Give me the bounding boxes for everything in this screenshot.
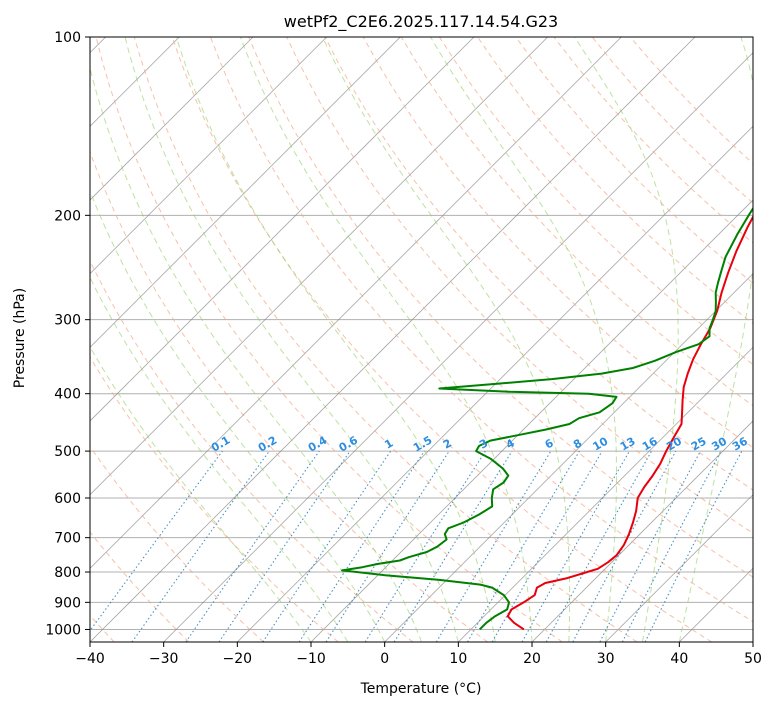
y-tick-label: 400 xyxy=(54,387,81,403)
x-tick-label: −10 xyxy=(296,651,326,667)
y-tick-label: 600 xyxy=(54,491,81,507)
y-tick-label: 100 xyxy=(54,30,81,46)
dry-adiabat-line xyxy=(210,37,753,623)
dry-adiabat-line xyxy=(438,37,753,366)
moist-adiabat-line xyxy=(678,37,753,642)
y-tick-label: 1000 xyxy=(45,622,81,638)
moist-adiabat-line xyxy=(90,345,312,642)
isotherm-line xyxy=(605,494,753,642)
mixing-ratio-label: 6 xyxy=(543,436,556,451)
mixing-ratio-line xyxy=(545,450,653,642)
isotherm-line xyxy=(237,125,753,642)
isotherm-line xyxy=(90,37,696,642)
x-tick-label: 20 xyxy=(523,651,541,667)
x-tick-label: 30 xyxy=(597,651,615,667)
moist-adiabat-line xyxy=(90,65,422,642)
mixing-ratio-line xyxy=(521,450,630,642)
dewpoint-line xyxy=(341,206,753,631)
y-tick-label: 200 xyxy=(54,208,81,224)
mixing-ratio-line xyxy=(131,450,270,642)
temperature-line xyxy=(506,214,753,631)
isotherm-line xyxy=(90,37,327,275)
isotherm-line xyxy=(90,37,475,422)
x-tick-label: 0 xyxy=(380,651,389,667)
y-axis-label: Pressure (hPa) xyxy=(12,288,28,388)
mixing-ratio-label: 4 xyxy=(504,436,517,451)
y-tick-label: 500 xyxy=(54,444,81,460)
moist-adiabat-line xyxy=(90,276,349,642)
mixing-ratio-line xyxy=(218,450,351,642)
mixing-ratio-line xyxy=(90,450,223,632)
moist-adiabat-line xyxy=(430,37,617,642)
x-tick-label: −20 xyxy=(223,651,253,667)
y-tick-label: 800 xyxy=(54,565,81,581)
mixing-ratio-line xyxy=(262,450,392,642)
isotherm-line xyxy=(90,37,622,569)
x-tick-label: 10 xyxy=(449,651,467,667)
chart-title: wetPf2_C2E6.2025.117.14.54.G23 xyxy=(284,12,558,32)
dry-adiabat-line xyxy=(248,37,753,578)
mixing-ratio-line xyxy=(644,450,743,642)
y-tick-label: 300 xyxy=(54,313,81,329)
moist-adiabat-line xyxy=(90,189,386,642)
isotherm-line xyxy=(679,567,753,642)
moist-adiabat-line xyxy=(239,37,533,642)
dry-adiabat-line xyxy=(90,356,339,642)
mixing-ratio-line xyxy=(435,450,552,642)
isotherm-line xyxy=(531,420,753,642)
mixing-ratio-line xyxy=(325,450,450,642)
isotherm-line xyxy=(163,52,753,642)
mixing-ratio-label: 2 xyxy=(441,437,454,452)
background-lines xyxy=(90,37,753,642)
isotherm-line xyxy=(90,37,401,348)
dry-adiabat-line xyxy=(553,37,753,244)
dry-adiabat-line xyxy=(90,150,488,642)
mixing-ratio-line xyxy=(364,450,486,642)
mixing-ratio-line xyxy=(185,450,320,642)
x-tick-label: 50 xyxy=(744,651,762,667)
moist-adiabat-line xyxy=(322,37,571,642)
mixing-ratio-line xyxy=(298,450,425,642)
dry-adiabat-line xyxy=(400,37,753,407)
isotherm-line xyxy=(384,273,753,642)
plot-frame xyxy=(89,36,754,643)
mixing-ratio-line xyxy=(393,450,513,642)
dry-adiabat-line xyxy=(90,445,264,642)
dry-adiabat-line xyxy=(133,37,638,642)
dry-adiabat-line xyxy=(90,531,190,642)
dry-adiabat-line xyxy=(90,259,414,642)
dry-adiabat-line xyxy=(95,37,563,642)
y-tick-label: 900 xyxy=(54,595,81,611)
moist-adiabat-line xyxy=(574,37,679,642)
sounding-lines xyxy=(341,206,753,631)
dry-adiabat-line xyxy=(286,37,753,534)
mixing-ratio-line xyxy=(572,450,677,642)
dry-adiabat-line xyxy=(515,37,753,284)
axis-ticks: −40 −30 −20 −10 0 10 20 30 40 50 100 200 300 400 500 60… xyxy=(45,30,762,667)
x-tick-label: −30 xyxy=(149,651,179,667)
isotherm-line xyxy=(458,346,753,642)
x-tick-label: 40 xyxy=(670,651,688,667)
x-axis-label: Temperature (°C) xyxy=(360,681,482,697)
isotherm-line xyxy=(90,37,254,201)
moist-adiabat-line xyxy=(124,37,459,642)
mixing-ratio-line xyxy=(467,450,580,642)
moist-adiabat-line xyxy=(175,37,496,642)
isotherm-line xyxy=(90,37,548,496)
isotherm-line xyxy=(752,641,753,642)
x-tick-label: −40 xyxy=(75,651,105,667)
y-tick-label: 700 xyxy=(54,531,81,547)
